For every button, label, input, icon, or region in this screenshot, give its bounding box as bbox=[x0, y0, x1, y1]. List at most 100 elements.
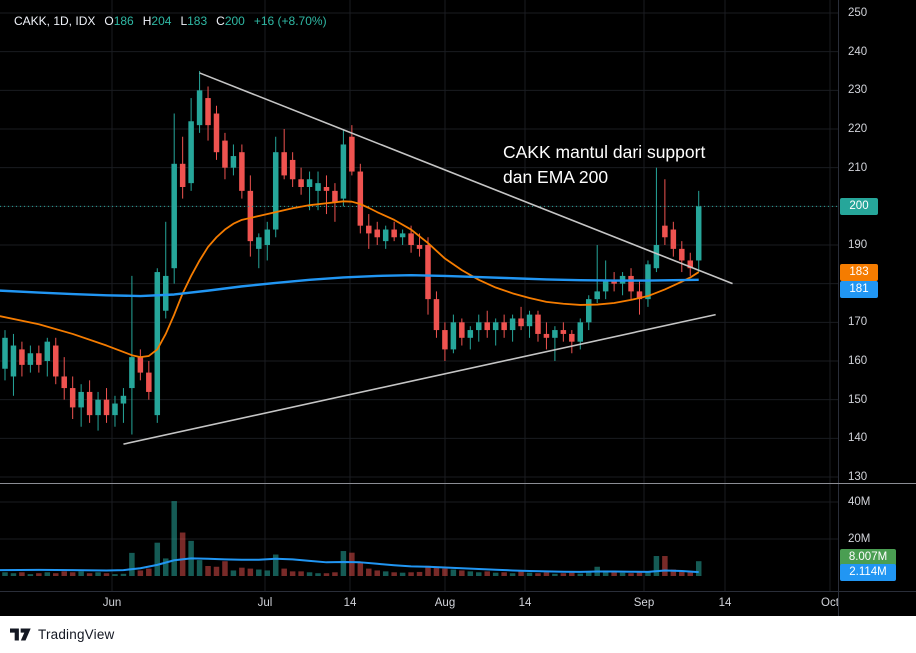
volume-bar bbox=[577, 573, 584, 576]
volume-bar bbox=[518, 571, 524, 576]
time-axis-tick: Sep bbox=[633, 597, 655, 609]
volume-bar bbox=[399, 572, 406, 576]
volume-bar bbox=[36, 573, 42, 576]
candle-body bbox=[569, 333, 575, 342]
volume-bar bbox=[323, 573, 330, 576]
ema-slow-price-label: 181 bbox=[840, 280, 878, 298]
volume-bar bbox=[653, 556, 660, 576]
candle-body bbox=[399, 233, 406, 238]
candle-body bbox=[526, 314, 533, 327]
close-value: 200 bbox=[224, 14, 245, 28]
volume-bar bbox=[340, 551, 347, 576]
candle-body bbox=[332, 190, 338, 203]
time-axis[interactable]: Jun Jul 14 Aug 14 Sep 14 Oct bbox=[0, 592, 838, 616]
candle-body bbox=[408, 233, 414, 245]
candle-body bbox=[205, 98, 211, 126]
volume-bar bbox=[213, 566, 220, 576]
candle-body bbox=[535, 314, 541, 334]
candle-body bbox=[577, 322, 584, 342]
candle-body bbox=[653, 245, 660, 269]
chart-canvas[interactable] bbox=[0, 0, 916, 616]
candle-body bbox=[543, 333, 550, 338]
volume-bar bbox=[695, 561, 702, 576]
volume-bar bbox=[120, 573, 127, 576]
volume-bar bbox=[459, 570, 465, 576]
candle-body bbox=[467, 330, 474, 338]
volume-bar bbox=[44, 572, 51, 576]
open-value: 186 bbox=[113, 14, 134, 28]
tradingview-wordmark[interactable]: TradingView bbox=[38, 627, 115, 642]
chart-text-annotation[interactable]: CAKK mantul dari support dan EMA 200 bbox=[503, 140, 705, 190]
ascending-support-trendline bbox=[123, 313, 716, 445]
volume-bar bbox=[476, 572, 482, 576]
candle-body bbox=[501, 322, 507, 331]
volume-bar bbox=[509, 573, 516, 576]
volume-bar bbox=[425, 565, 431, 576]
volume-axis-tick: 40M bbox=[848, 496, 871, 508]
volume-bar bbox=[281, 568, 287, 576]
volume-bar bbox=[247, 568, 254, 576]
candle-body bbox=[272, 152, 279, 230]
descending-resistance-trendline bbox=[199, 72, 733, 285]
time-axis-tick: Oct bbox=[821, 597, 838, 609]
volume-ma-value-label: 2.114M bbox=[840, 563, 896, 581]
volume-bar bbox=[171, 501, 177, 576]
symbol-title[interactable]: CAKK, 1D, IDX bbox=[14, 14, 96, 28]
candle-body bbox=[120, 395, 127, 404]
candle-body bbox=[442, 330, 448, 350]
volume-bar bbox=[289, 571, 296, 576]
time-axis-tick: 14 bbox=[718, 597, 732, 609]
ema-fast-line bbox=[0, 200, 700, 359]
volume-bar bbox=[137, 570, 144, 576]
tradingview-logo-icon[interactable] bbox=[10, 628, 31, 641]
candle-body bbox=[2, 337, 8, 369]
volume-bar bbox=[670, 569, 677, 576]
price-axis[interactable]: 200 183 181 8.007M 2.114M 250 240 230 220 21… bbox=[839, 0, 916, 616]
time-axis-tick: Jun bbox=[102, 597, 122, 609]
volume-bar bbox=[95, 572, 101, 576]
time-axis-tick: 14 bbox=[343, 597, 357, 609]
time-axis-border bbox=[0, 591, 916, 592]
candle-body bbox=[679, 248, 685, 261]
volume-bar bbox=[103, 573, 110, 576]
volume-bar bbox=[2, 572, 8, 576]
candle-body bbox=[695, 206, 702, 261]
candle-body bbox=[476, 322, 482, 331]
candle-body bbox=[154, 272, 161, 416]
volume-bar bbox=[611, 572, 617, 576]
volume-bar bbox=[162, 558, 169, 576]
candle-body bbox=[602, 279, 609, 292]
candle-body bbox=[10, 345, 17, 377]
ema-fast-price-label: 183 bbox=[840, 263, 878, 281]
pane-separator[interactable] bbox=[0, 483, 916, 484]
volume-bar bbox=[366, 568, 372, 576]
candle-body bbox=[137, 357, 144, 373]
candle-body bbox=[366, 225, 372, 234]
volume-bar bbox=[679, 570, 685, 576]
chart-legend[interactable]: CAKK, 1D, IDX O186 H204 L183 C200 +16 (+8.70%… bbox=[14, 14, 327, 28]
volume-bar bbox=[467, 571, 474, 576]
volume-bar bbox=[61, 571, 67, 576]
high-label: H bbox=[142, 14, 152, 28]
candle-body bbox=[146, 372, 152, 392]
candle-body bbox=[289, 159, 296, 180]
volume-bar bbox=[628, 573, 634, 576]
volume-bar bbox=[484, 571, 490, 576]
candle-body bbox=[670, 229, 677, 249]
candle-body bbox=[459, 322, 465, 338]
volume-bar bbox=[53, 573, 59, 576]
candle-body bbox=[560, 330, 567, 334]
volume-bar bbox=[349, 552, 355, 576]
volume-bar bbox=[332, 572, 338, 576]
volume-bar bbox=[256, 569, 262, 576]
candle-body bbox=[349, 136, 355, 172]
candle-body bbox=[382, 229, 389, 242]
volume-bar bbox=[306, 572, 313, 576]
volume-bar bbox=[535, 573, 541, 576]
volume-bar bbox=[442, 568, 448, 576]
volume-bar bbox=[205, 566, 211, 576]
volume-bar bbox=[450, 569, 457, 576]
price-axis-border bbox=[838, 0, 839, 616]
candle-body bbox=[357, 171, 364, 226]
